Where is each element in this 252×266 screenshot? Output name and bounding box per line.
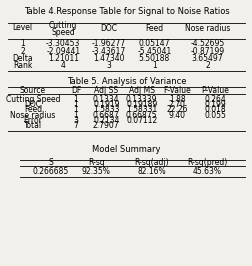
- Text: S: S: [48, 158, 53, 167]
- Text: Table 4.Response Table for Signal to Noise Ratios: Table 4.Response Table for Signal to Noi…: [23, 7, 229, 16]
- Text: Delta: Delta: [12, 54, 33, 63]
- Text: 1.47340: 1.47340: [93, 54, 124, 63]
- Text: 1: 1: [151, 61, 156, 70]
- Text: 0.055: 0.055: [203, 111, 225, 120]
- Text: DOC: DOC: [100, 24, 117, 33]
- Text: Cutting: Cutting: [49, 21, 77, 30]
- Text: Total: Total: [24, 121, 42, 130]
- Text: 1.5833: 1.5833: [93, 105, 119, 114]
- Text: Feed: Feed: [24, 105, 42, 114]
- Text: F-Value: F-Value: [163, 86, 190, 95]
- Text: Nose radius: Nose radius: [10, 111, 55, 120]
- Text: 2: 2: [204, 61, 209, 70]
- Text: 1: 1: [73, 100, 78, 109]
- Text: 2: 2: [20, 47, 25, 56]
- Text: -4.52695: -4.52695: [190, 39, 224, 48]
- Text: 3.65497: 3.65497: [191, 54, 222, 63]
- Text: R-sq(adj): R-sq(adj): [134, 158, 168, 167]
- Text: Source: Source: [20, 86, 46, 95]
- Text: 92.35%: 92.35%: [81, 167, 110, 176]
- Text: Adj MS: Adj MS: [128, 86, 154, 95]
- Text: 1: 1: [20, 39, 25, 48]
- Text: P-Value: P-Value: [200, 86, 228, 95]
- Text: 22.26: 22.26: [166, 105, 187, 114]
- Text: Nose radius: Nose radius: [184, 24, 229, 33]
- Text: -2.09441: -2.09441: [46, 47, 80, 56]
- Text: R-sq: R-sq: [87, 158, 104, 167]
- Text: Speed: Speed: [51, 28, 75, 37]
- Text: 45.63%: 45.63%: [192, 167, 221, 176]
- Text: 0.199: 0.199: [203, 100, 225, 109]
- Text: DF: DF: [71, 86, 81, 95]
- Text: DOC: DOC: [24, 100, 41, 109]
- Text: -1.96277: -1.96277: [91, 39, 125, 48]
- Text: 5.50188: 5.50188: [138, 54, 169, 63]
- Text: R-sq(pred): R-sq(pred): [186, 158, 227, 167]
- Text: 2.7907: 2.7907: [92, 121, 119, 130]
- Text: 7: 7: [73, 121, 78, 130]
- Text: -0.87199: -0.87199: [190, 47, 224, 56]
- Text: 0.264: 0.264: [203, 95, 225, 104]
- Text: 9.40: 9.40: [168, 111, 185, 120]
- Text: 0.6687: 0.6687: [92, 111, 119, 120]
- Text: 0.05147: 0.05147: [138, 39, 169, 48]
- Text: 0.018: 0.018: [203, 105, 225, 114]
- Text: Feed: Feed: [145, 24, 163, 33]
- Text: Table 5. Analysis of Variance: Table 5. Analysis of Variance: [67, 77, 185, 86]
- Text: 0.2134: 0.2134: [93, 116, 119, 125]
- Text: 0.1334: 0.1334: [92, 95, 119, 104]
- Text: 0.19189: 0.19189: [125, 100, 157, 109]
- Text: Model Summary: Model Summary: [92, 145, 160, 154]
- Text: 3: 3: [106, 61, 111, 70]
- Text: Error: Error: [23, 116, 42, 125]
- Text: Cutting Speed: Cutting Speed: [6, 95, 60, 104]
- Text: 2.70: 2.70: [168, 100, 185, 109]
- Text: 1.58331: 1.58331: [125, 105, 157, 114]
- Text: 1.88: 1.88: [168, 95, 185, 104]
- Text: -3.30453: -3.30453: [46, 39, 80, 48]
- Text: 0.1919: 0.1919: [93, 100, 119, 109]
- Text: 82.16%: 82.16%: [137, 167, 166, 176]
- Text: 4: 4: [60, 61, 66, 70]
- Text: 1: 1: [73, 111, 78, 120]
- Text: Adj SS: Adj SS: [94, 86, 118, 95]
- Text: 0.266685: 0.266685: [32, 167, 69, 176]
- Text: Rank: Rank: [13, 61, 32, 70]
- Text: -5.45041: -5.45041: [137, 47, 171, 56]
- Text: 1: 1: [73, 105, 78, 114]
- Text: 3: 3: [73, 116, 78, 125]
- Text: 0.07112: 0.07112: [125, 116, 157, 125]
- Text: 0.66875: 0.66875: [125, 111, 157, 120]
- Text: 1: 1: [73, 95, 78, 104]
- Text: 1.21011: 1.21011: [48, 54, 78, 63]
- Text: -3.43617: -3.43617: [91, 47, 125, 56]
- Text: 0.13339: 0.13339: [125, 95, 157, 104]
- Text: Level: Level: [13, 23, 33, 32]
